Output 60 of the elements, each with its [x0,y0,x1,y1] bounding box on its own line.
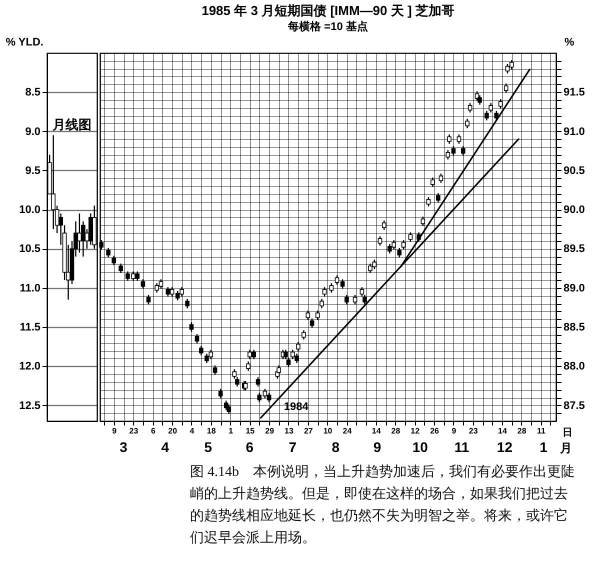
y-tick-label: 11.0 [20,282,40,294]
x2-axis-title: 月 [559,441,572,455]
y-tick-label: 9.5 [25,164,40,177]
x-tick-label: 28 [517,426,527,436]
x-tick-label: 26 [430,426,440,436]
chart-title: 1985 年 3 月短期国债 [IMM—90 天 ] 芝加哥 [202,3,454,18]
x2-tick-label: 11 [454,439,470,455]
y-tick-label: 89.0 [564,282,585,294]
y-tick-label: 12.0 [19,360,40,373]
x-tick-label: 9 [452,426,457,436]
y-tick-label: 12.5 [19,400,40,412]
x-tick-label: 1 [228,426,234,436]
y-tick-label: 88.0 [564,360,585,373]
y-tick-label: 91.0 [564,126,585,138]
y-tick-label: 11.5 [20,322,40,334]
y-tick-label: 87.5 [564,400,585,412]
chart-subtitle: 每横格 =10 基点 [287,20,368,33]
x-tick-label: 20 [168,426,178,436]
x-tick-label: 9 [112,426,118,436]
x-axis-title: 日 [562,428,572,438]
x2-tick-label: 10 [412,439,428,455]
x2-tick-label: 6 [246,439,254,455]
x-tick-label: 15 [246,426,256,436]
y-tick-label: 90.5 [564,164,585,177]
y-axis-title: % [564,36,574,48]
x-tick-label: 18 [206,426,216,436]
y-tick-label: 8.5 [25,86,40,99]
x2-tick-label: 1 [540,439,548,455]
y-tick-label: 10.0 [19,204,40,216]
x2-tick-label: 3 [120,439,128,455]
x-tick-label: 24 [342,426,352,436]
x-tick-label: 10 [323,426,333,436]
x-tick-label: 14 [498,426,508,436]
x2-tick-label: 12 [496,439,513,455]
x2-tick-label: 4 [161,439,170,455]
x-tick-label: 14 [372,426,382,436]
caption: 图 4.14b 本例说明，当上升趋势加速后，我们有必要作出更陡峭的上升趋势线。但是，即使在这样的场合，如果我们把过去的趋势线相应地延长，也仍然不失为明智之举。将来，或许它们迟早会派上用场。 [190,463,576,548]
x-tick-label: 29 [265,426,275,436]
annotation: 月线图 [52,117,92,132]
y-tick-label: 88.5 [564,322,585,334]
y-axis-title: % YLD. [6,36,44,48]
y-tick-label: 89.5 [564,243,585,256]
x2-tick-label: 7 [288,439,297,455]
x-tick-label: 27 [304,426,314,436]
x-tick-label: 12 [410,426,420,436]
x2-tick-label: 8 [332,439,340,455]
x-tick-label: 4 [190,426,195,436]
y-tick-label: 90.0 [564,204,585,216]
y-tick-label: 9.0 [25,126,40,138]
x-tick-label: 13 [284,426,294,436]
annotation: 1984 [284,401,310,413]
x-tick-label: 28 [391,426,401,436]
y-tick-label: 91.5 [564,86,585,99]
x2-tick-label: 5 [204,439,212,455]
x-tick-label: 23 [129,426,139,436]
x-tick-label: 23 [468,426,478,436]
x-tick-label: 6 [150,426,156,436]
x-tick-label: 11 [537,426,546,436]
x2-tick-label: 9 [373,439,382,455]
y-tick-label: 10.5 [19,243,40,256]
